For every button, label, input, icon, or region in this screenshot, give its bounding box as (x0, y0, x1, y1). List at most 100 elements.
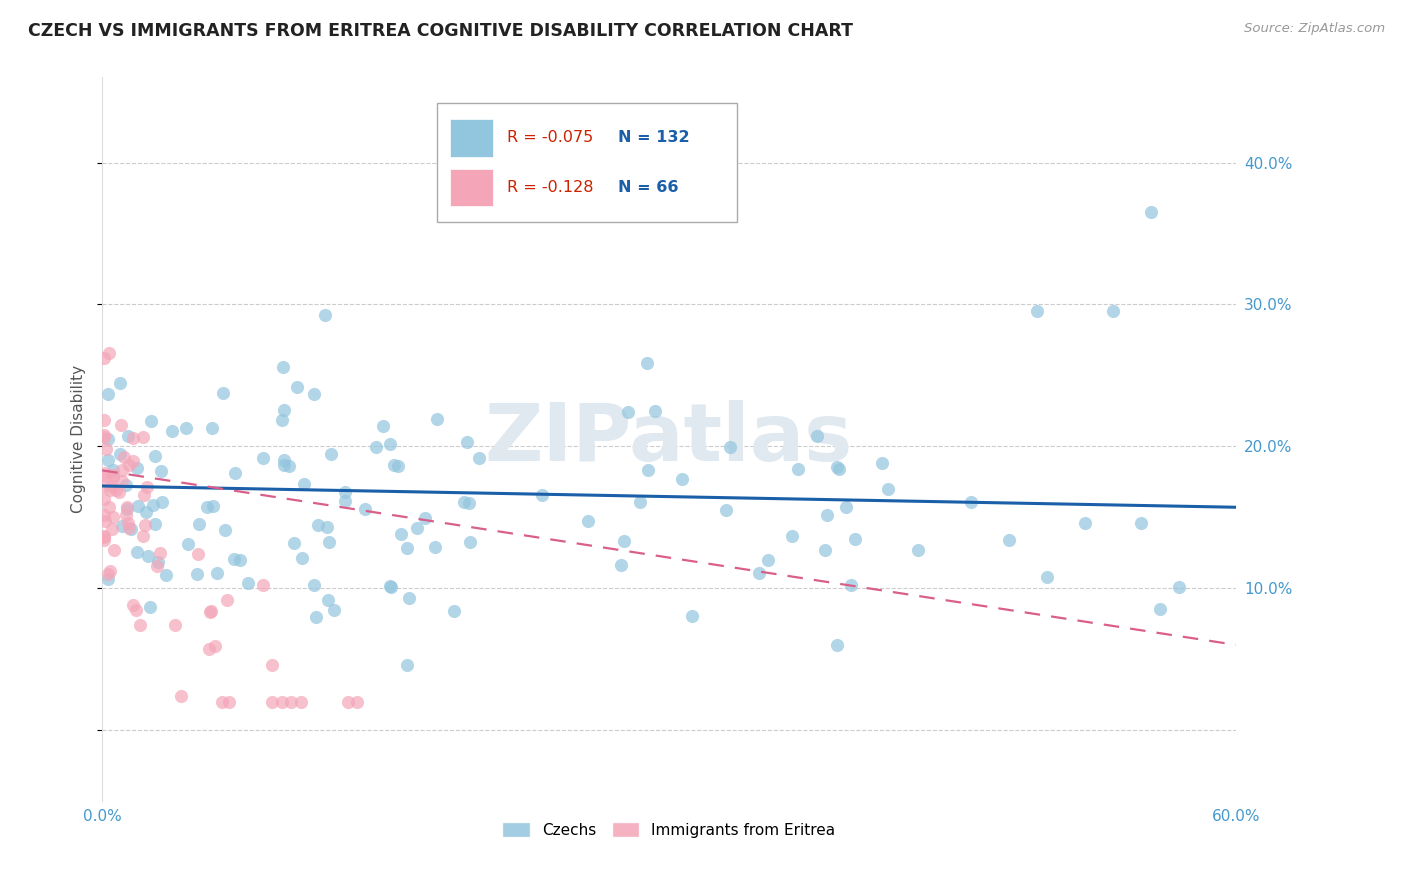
Point (387, 459, 409, 474)
Point (628, 495, 651, 509)
Point (122, 431, 145, 445)
Point (609, 558, 631, 573)
Point (93, 351, 115, 365)
Text: N = 132: N = 132 (619, 130, 689, 145)
Point (1102, 304, 1125, 318)
Point (98, 483, 121, 497)
Point (291, 551, 314, 566)
Point (127, 500, 149, 514)
Point (93, 428, 115, 442)
Point (118, 458, 141, 472)
Point (277, 458, 299, 473)
Point (423, 540, 446, 554)
Point (395, 541, 418, 555)
Point (110, 418, 132, 433)
Point (127, 461, 149, 475)
Point (96, 442, 118, 457)
Point (252, 451, 274, 466)
FancyBboxPatch shape (450, 120, 494, 157)
Y-axis label: Cognitive Disability: Cognitive Disability (72, 365, 86, 513)
Point (198, 605, 221, 619)
Point (149, 464, 172, 478)
Point (1139, 205, 1161, 219)
Point (217, 593, 239, 607)
Point (136, 480, 159, 494)
Point (93, 413, 115, 427)
Point (222, 551, 245, 566)
Point (907, 542, 929, 557)
Point (101, 522, 124, 536)
Point (97, 500, 120, 514)
Point (136, 549, 159, 563)
Point (314, 308, 336, 322)
Point (780, 529, 803, 543)
Point (413, 511, 436, 525)
Point (453, 495, 475, 509)
Point (280, 695, 302, 709)
Point (117, 429, 139, 443)
Point (366, 440, 388, 454)
Point (323, 602, 346, 616)
Point (93, 430, 115, 444)
Point (131, 529, 153, 543)
Point (118, 521, 141, 535)
Point (115, 500, 138, 514)
Point (93, 514, 115, 528)
Point (201, 421, 224, 435)
Point (112, 450, 135, 464)
Point (115, 502, 138, 516)
Point (637, 463, 659, 477)
Point (748, 566, 770, 580)
Point (252, 578, 274, 592)
Point (211, 695, 233, 709)
Point (236, 576, 259, 591)
Point (114, 478, 136, 492)
Point (273, 360, 295, 375)
Point (262, 695, 284, 709)
Point (458, 535, 481, 549)
Text: R = -0.128: R = -0.128 (508, 180, 593, 195)
Point (814, 543, 837, 558)
Point (143, 450, 166, 464)
Point (825, 639, 848, 653)
Point (395, 657, 418, 672)
Point (177, 537, 200, 551)
Point (107, 485, 129, 500)
Point (315, 520, 337, 534)
Legend: Czechs, Immigrants from Eritrea: Czechs, Immigrants from Eritrea (496, 815, 842, 844)
Point (682, 609, 704, 624)
Point (105, 483, 128, 498)
Point (1073, 516, 1095, 531)
Point (97, 573, 120, 587)
Point (380, 579, 402, 593)
Point (188, 516, 211, 531)
Point (1130, 516, 1153, 530)
Point (302, 578, 325, 592)
Point (389, 527, 412, 541)
Point (132, 430, 155, 444)
Point (186, 567, 208, 582)
Point (98, 346, 121, 360)
Point (93, 529, 115, 543)
Point (304, 387, 326, 401)
Point (195, 500, 218, 514)
Point (114, 508, 136, 522)
Point (283, 536, 305, 550)
Point (285, 380, 308, 394)
Point (346, 695, 368, 709)
Point (839, 578, 862, 592)
Point (305, 610, 328, 624)
Point (122, 599, 145, 613)
FancyBboxPatch shape (437, 103, 737, 222)
Text: N = 66: N = 66 (619, 180, 679, 195)
Point (828, 462, 851, 476)
Point (211, 386, 233, 401)
Point (103, 542, 125, 557)
Point (148, 555, 170, 569)
Point (143, 517, 166, 532)
Point (644, 404, 666, 418)
Point (1168, 580, 1191, 594)
Point (141, 414, 163, 428)
Point (576, 514, 599, 528)
Point (714, 503, 737, 517)
